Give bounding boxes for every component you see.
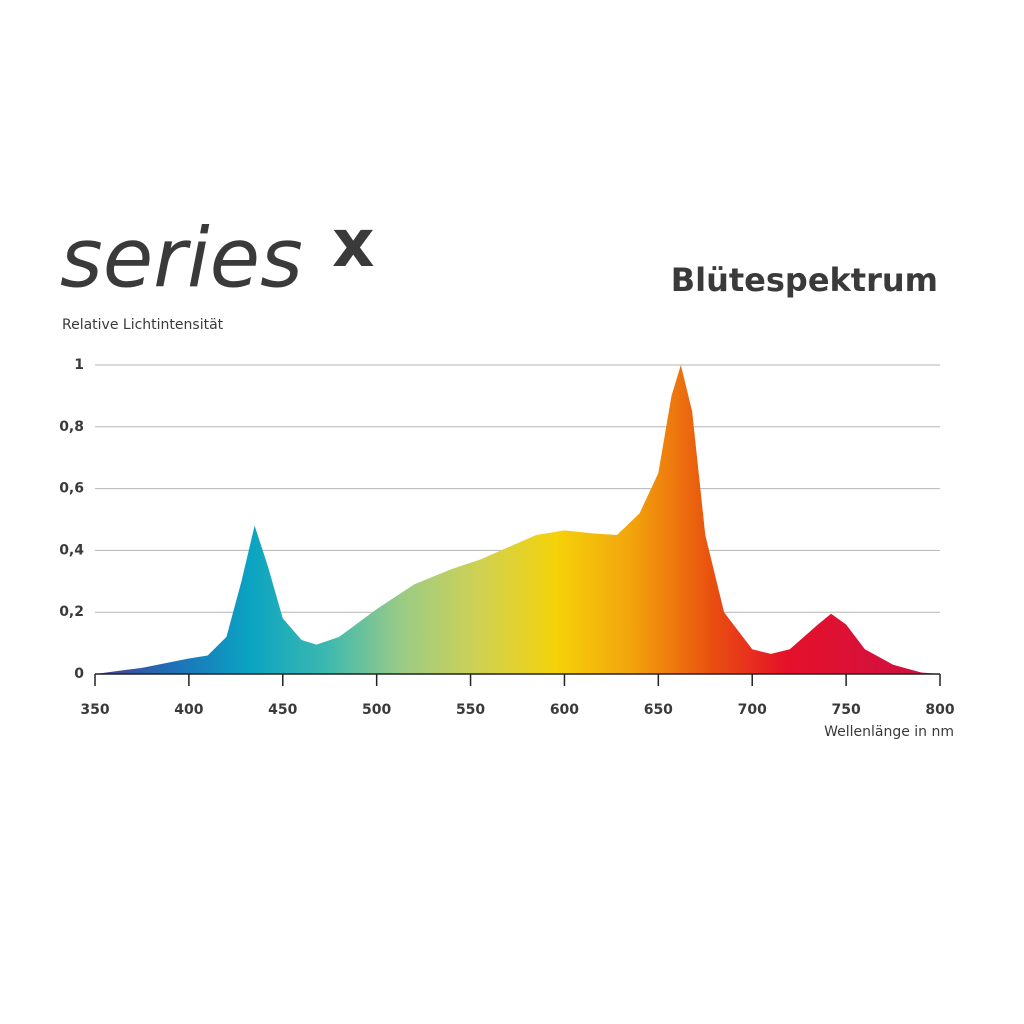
y-tick-label: 0: [74, 666, 84, 682]
y-axis-label: Relative Lichtintensität: [62, 317, 224, 333]
brand-mark: x: [332, 205, 375, 282]
x-axis-label: Wellenlänge in nm: [824, 724, 954, 740]
y-tick-label: 1: [74, 357, 84, 373]
y-tick-label: 0,4: [59, 542, 84, 558]
chart-title: Blütespektrum: [671, 261, 938, 299]
x-tick-label: 700: [738, 702, 767, 718]
x-tick-label: 800: [925, 702, 954, 718]
y-tick-label: 0,2: [59, 604, 84, 620]
x-tick-label: 600: [550, 702, 579, 718]
x-tick-label: 350: [80, 702, 109, 718]
y-tick-label: 0,8: [59, 419, 84, 435]
x-tick-label: 650: [644, 702, 673, 718]
x-tick-label: 500: [362, 702, 391, 718]
x-tick-label: 550: [456, 702, 485, 718]
x-tick-label: 450: [268, 702, 297, 718]
y-tick-label: 0,6: [59, 481, 84, 497]
x-tick-label: 750: [831, 702, 860, 718]
spectrum-area: [95, 365, 940, 674]
x-tick-label: 400: [174, 702, 203, 718]
brand: series: [60, 211, 303, 306]
